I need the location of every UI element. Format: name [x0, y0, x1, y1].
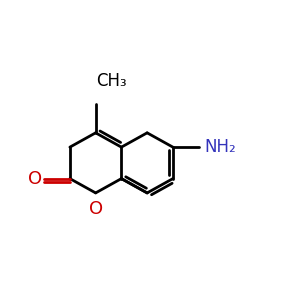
- Text: O: O: [28, 169, 43, 188]
- Text: NH₂: NH₂: [204, 138, 236, 156]
- Text: O: O: [88, 200, 103, 218]
- Text: CH₃: CH₃: [96, 72, 126, 90]
